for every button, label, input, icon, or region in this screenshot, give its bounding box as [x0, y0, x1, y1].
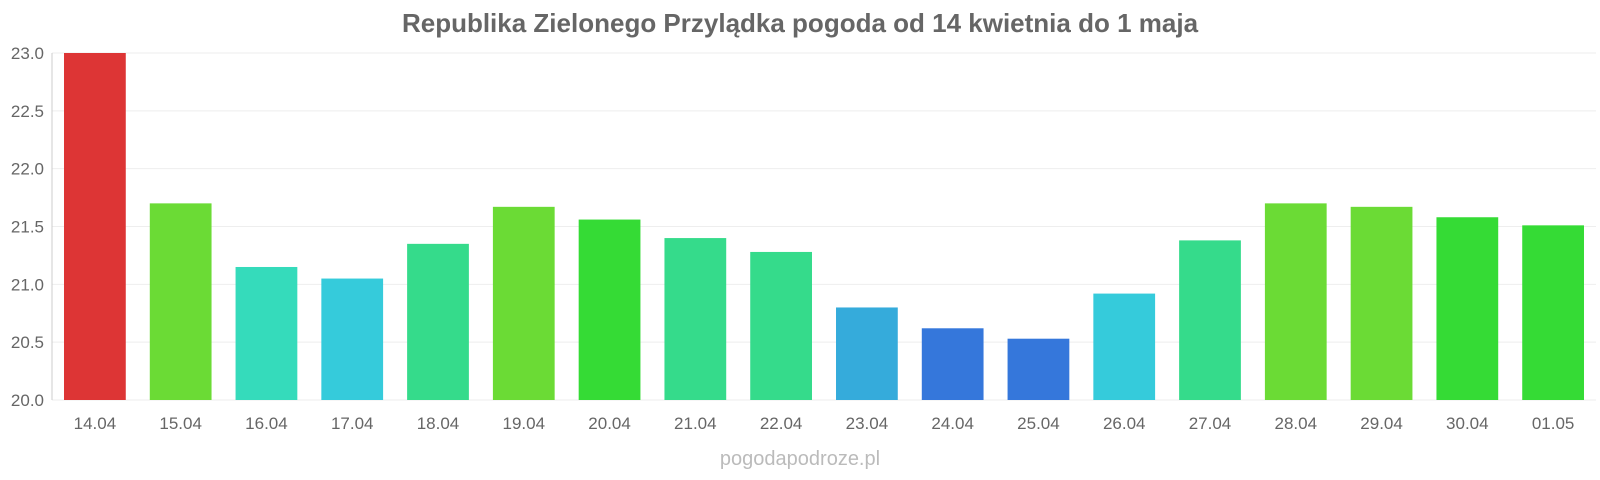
y-tick-label: 20.0	[11, 391, 44, 410]
x-tick-label: 25.04	[1017, 414, 1060, 433]
x-tick-label: 21.04	[674, 414, 717, 433]
bar	[921, 328, 984, 400]
x-tick-label: 19.04	[503, 414, 546, 433]
bar	[407, 243, 469, 400]
bar	[321, 278, 384, 400]
grid-lines	[52, 52, 1596, 401]
x-tick-label: 27.04	[1189, 414, 1232, 433]
bar	[1436, 217, 1499, 400]
bar	[64, 53, 126, 400]
y-tick-label: 21.0	[11, 275, 44, 294]
y-tick-label: 20.5	[11, 333, 44, 352]
bar	[750, 251, 812, 400]
x-tick-label: 01.05	[1532, 414, 1575, 433]
bar	[149, 203, 212, 400]
x-tick-label: 18.04	[417, 414, 460, 433]
x-tick-label: 28.04	[1275, 414, 1318, 433]
bar	[492, 206, 555, 400]
x-tick-label: 15.04	[159, 414, 202, 433]
x-tick-label: 17.04	[331, 414, 374, 433]
watermark: pogodapodroze.pl	[719, 448, 881, 470]
x-tick-label: 22.04	[760, 414, 803, 433]
x-tick-label: 30.04	[1446, 414, 1489, 433]
bar	[1007, 338, 1070, 400]
bar	[1522, 225, 1584, 400]
y-tick-label: 23.0	[11, 44, 44, 63]
bar	[1093, 293, 1156, 400]
x-tick-label: 20.04	[588, 414, 631, 433]
bar	[1350, 206, 1413, 400]
bars	[64, 53, 1584, 400]
x-tick-label: 14.04	[74, 414, 117, 433]
bar	[1179, 240, 1241, 400]
y-tick-label: 21.5	[11, 218, 44, 237]
bar	[664, 238, 727, 400]
bar	[1264, 203, 1327, 400]
x-tick-label: 23.04	[846, 414, 889, 433]
bar	[235, 266, 298, 400]
bar	[578, 219, 641, 400]
chart-title: Republika Zielonego Przylądka pogoda od …	[401, 8, 1199, 38]
x-tick-label: 29.04	[1360, 414, 1403, 433]
x-tick-label: 16.04	[245, 414, 288, 433]
y-tick-label: 22.5	[11, 102, 44, 121]
y-tick-label: 22.0	[11, 160, 44, 179]
x-tick-label: 24.04	[931, 414, 974, 433]
axes: 20.0 20.5 21.0 21.5 22.0 22.5 23.0 14.04 15.04 16…	[11, 44, 1574, 433]
x-tick-label: 26.04	[1103, 414, 1146, 433]
bar	[836, 307, 898, 400]
